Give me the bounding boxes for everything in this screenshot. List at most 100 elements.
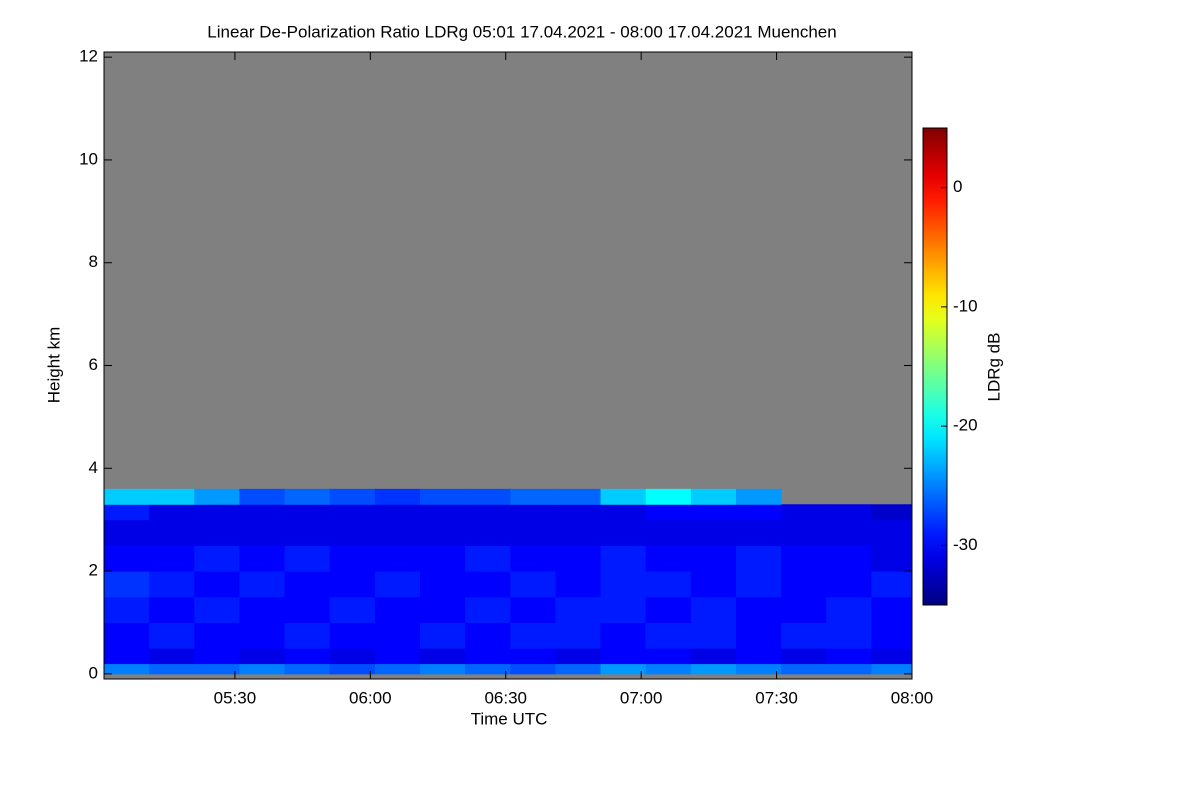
heatmap-cell: [329, 519, 376, 546]
heatmap-cell: [510, 488, 556, 505]
colorbar-label: LDRg dB: [984, 333, 1003, 402]
heatmap-cell: [465, 596, 511, 623]
heatmap-cell: [600, 622, 647, 649]
heatmap-cell: [419, 504, 466, 521]
heatmap-cell: [871, 571, 912, 598]
heatmap-cell: [826, 545, 872, 572]
heatmap-cell: [690, 545, 737, 572]
y-tick-label: 8: [89, 252, 98, 271]
heatmap-cell: [555, 622, 602, 649]
heatmap-cell: [104, 488, 150, 505]
heatmap-cell: [104, 648, 150, 665]
heatmap-cell: [104, 571, 150, 598]
heatmap-cell: [419, 648, 466, 665]
heatmap-cell: [645, 622, 692, 649]
heatmap-cell: [284, 571, 331, 598]
y-tick-label: 12: [79, 47, 98, 66]
colorbar-tick-label: -10: [953, 296, 978, 315]
heatmap-cell: [690, 519, 737, 546]
heatmap-cell: [374, 519, 421, 546]
heatmap-cell: [735, 504, 782, 521]
heatmap-cell: [510, 596, 556, 623]
y-tick-label: 6: [89, 355, 98, 374]
heatmap-cell: [735, 488, 782, 505]
heatmap-cell: [374, 596, 421, 623]
heatmap-cell: [826, 622, 872, 649]
heatmap-cell: [104, 663, 150, 675]
heatmap-cell: [826, 504, 872, 521]
heatmap-cell: [645, 596, 692, 623]
heatmap-cell: [781, 663, 827, 675]
heatmap-cell: [284, 519, 331, 546]
heatmap-cell: [465, 663, 511, 675]
heatmap-cell: [374, 488, 421, 505]
heatmap-cell: [826, 571, 872, 598]
heatmap-cell: [871, 648, 912, 665]
heatmap-cell: [284, 622, 331, 649]
heatmap-cell: [239, 545, 286, 572]
heatmap-cell: [329, 622, 376, 649]
heatmap-cell: [329, 596, 376, 623]
heatmap-cell: [329, 663, 376, 675]
heatmap-cell: [555, 663, 602, 675]
y-tick-label: 4: [89, 458, 98, 477]
colorbar: [922, 127, 948, 606]
heatmap-cell: [465, 488, 511, 505]
heatmap-cell: [871, 663, 912, 675]
heatmap-cell: [690, 571, 737, 598]
heatmap-cell: [329, 648, 376, 665]
heatmap-cell: [239, 596, 286, 623]
heatmap: [104, 488, 912, 675]
heatmap-cell: [645, 545, 692, 572]
heatmap-cell: [645, 648, 692, 665]
heatmap-cell: [555, 504, 602, 521]
heatmap-cell: [239, 519, 286, 546]
heatmap-cell: [735, 596, 782, 623]
heatmap-cell: [419, 545, 466, 572]
heatmap-cell: [645, 504, 692, 521]
heatmap-cell: [239, 504, 286, 521]
heatmap-cell: [600, 488, 647, 505]
heatmap-cell: [149, 571, 195, 598]
heatmap-cell: [374, 648, 421, 665]
heatmap-cell: [104, 545, 150, 572]
heatmap-cell: [149, 488, 195, 505]
heatmap-cell: [690, 663, 737, 675]
heatmap-cell: [555, 488, 602, 505]
heatmap-cell: [329, 571, 376, 598]
heatmap-cell: [690, 504, 737, 521]
heatmap-cell: [419, 622, 466, 649]
heatmap-cell: [781, 545, 827, 572]
heatmap-cell: [149, 596, 195, 623]
heatmap-cell: [194, 622, 240, 649]
heatmap-cell: [329, 488, 376, 505]
heatmap-cell: [600, 596, 647, 623]
heatmap-cell: [194, 504, 240, 521]
heatmap-cell: [871, 504, 912, 521]
heatmap-cell: [419, 596, 466, 623]
heatmap-cell: [284, 663, 331, 675]
heatmap-cell: [510, 545, 556, 572]
heatmap-cell: [374, 663, 421, 675]
y-tick-label: 2: [89, 561, 98, 580]
heatmap-cell: [600, 504, 647, 521]
heatmap-cell: [194, 519, 240, 546]
colorbar-tick-label: -20: [953, 416, 978, 435]
heatmap-cell: [465, 622, 511, 649]
heatmap-cell: [781, 504, 827, 521]
heatmap-cell: [419, 488, 466, 505]
heatmap-cell: [826, 648, 872, 665]
heatmap-cell: [149, 622, 195, 649]
heatmap-cell: [690, 596, 737, 623]
heatmap-cell: [104, 504, 150, 521]
colorbar-tick-label: -30: [953, 535, 978, 554]
heatmap-cell: [735, 571, 782, 598]
heatmap-cell: [781, 596, 827, 623]
heatmap-cell: [690, 648, 737, 665]
heatmap-cell: [149, 545, 195, 572]
heatmap-cell: [871, 596, 912, 623]
heatmap-cell: [465, 545, 511, 572]
heatmap-cell: [871, 545, 912, 572]
heatmap-cell: [149, 504, 195, 521]
heatmap-cell: [104, 596, 150, 623]
